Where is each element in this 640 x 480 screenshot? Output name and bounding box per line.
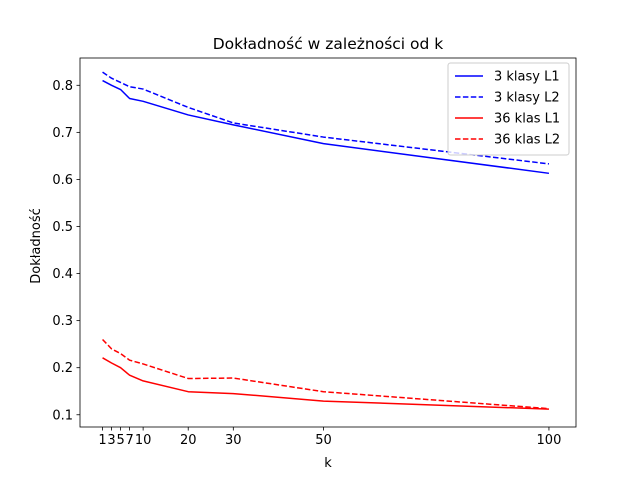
x-tick-label: 20: [180, 433, 197, 448]
plot-area: 1 3 5 7 10 20 30 50 100 0.1 0.2 0.3 0.4 0.5 0.6 0.7 0.8 3…: [52, 57, 577, 448]
legend-label-2: 3 klasy L2: [494, 91, 560, 106]
legend-label-1: 3 klasy L1: [494, 70, 560, 85]
y-tick-label: 0.4: [52, 267, 73, 282]
x-tick-label: 3: [107, 433, 115, 448]
y-tick-label: 0.5: [52, 220, 73, 235]
y-tick-label: 0.8: [52, 79, 73, 94]
y-axis-label: Dokładność: [29, 208, 44, 284]
legend-label-3: 36 klas L1: [494, 112, 560, 127]
x-tick-label: 30: [225, 433, 242, 448]
x-axis-label: k: [324, 456, 332, 471]
y-tick-label: 0.6: [52, 173, 73, 188]
series-line-4: [102, 338, 550, 410]
x-tick-label: 50: [315, 433, 332, 448]
series-line-2: [102, 71, 550, 165]
y-tick-label: 0.3: [52, 314, 73, 329]
series-line-3: [102, 357, 549, 410]
x-tick-label: 100: [537, 433, 562, 448]
series-line-1: [102, 79, 550, 175]
legend-box: [447, 62, 570, 156]
x-tick-label: 1: [98, 433, 106, 448]
x-tick-label: 7: [125, 433, 133, 448]
legend-label-4: 36 klas L2: [494, 133, 560, 148]
y-tick-label: 0.7: [52, 126, 73, 141]
x-tick-label: 5: [116, 433, 124, 448]
axes-frame: [79, 57, 577, 428]
y-tick-label: 0.1: [52, 408, 73, 423]
chart-title: Dokładność w zależności od k: [213, 35, 444, 53]
x-tick-label: 10: [135, 433, 152, 448]
y-tick-label: 0.2: [52, 361, 73, 376]
